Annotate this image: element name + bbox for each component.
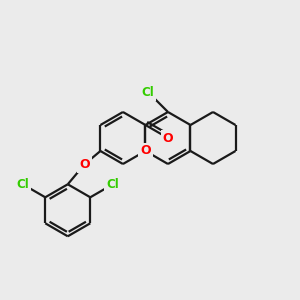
Text: O: O [163,131,173,145]
Text: O: O [140,145,151,158]
Text: Cl: Cl [16,178,29,191]
Text: Cl: Cl [106,178,119,191]
Text: O: O [79,158,90,171]
Text: Cl: Cl [141,86,154,99]
